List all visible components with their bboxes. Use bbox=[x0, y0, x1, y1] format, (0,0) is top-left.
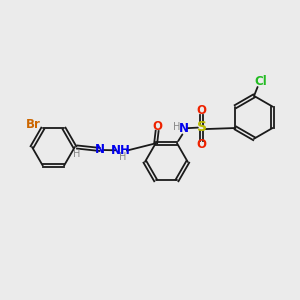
Text: H: H bbox=[119, 152, 126, 162]
Text: O: O bbox=[197, 104, 207, 117]
Text: N: N bbox=[95, 142, 105, 156]
Text: NH: NH bbox=[111, 144, 131, 158]
Text: Br: Br bbox=[26, 118, 40, 131]
Text: N: N bbox=[178, 122, 189, 135]
Text: H: H bbox=[173, 122, 180, 132]
Text: S: S bbox=[197, 120, 207, 134]
Text: O: O bbox=[152, 120, 162, 133]
Text: O: O bbox=[197, 138, 207, 151]
Text: H: H bbox=[74, 149, 81, 159]
Text: Cl: Cl bbox=[254, 75, 267, 88]
